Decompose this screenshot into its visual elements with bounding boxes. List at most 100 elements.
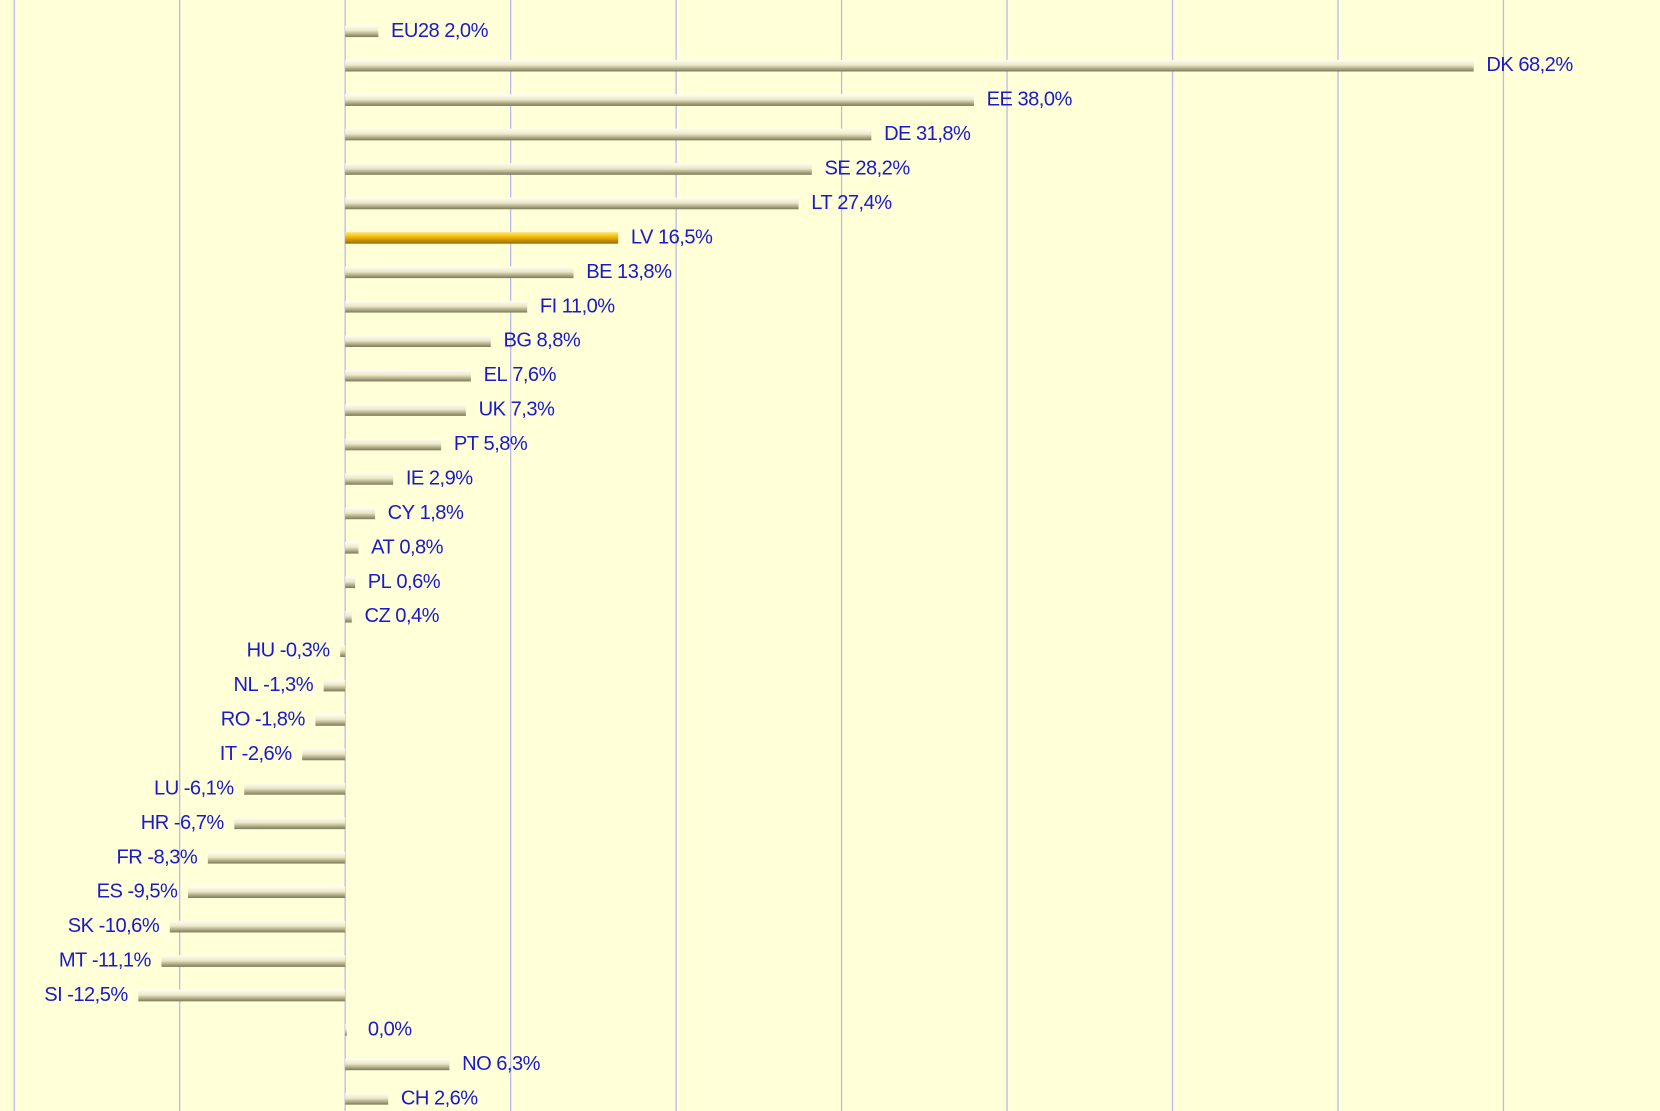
bar: [345, 1024, 347, 1036]
bar-label: FI 11,0%: [540, 296, 615, 318]
value-label: 0,8%: [399, 537, 443, 559]
bar: [315, 714, 346, 726]
value-label: 0,6%: [396, 571, 440, 593]
bar-label: NL -1,3%: [233, 674, 313, 696]
value-label: 16,5%: [658, 227, 713, 249]
category-label: PL: [368, 571, 392, 593]
bar: [345, 1058, 450, 1071]
bar-label: SK -10,6%: [68, 915, 160, 937]
bar-label: CY 1,8%: [388, 502, 464, 524]
value-label: 31,8%: [916, 123, 971, 145]
category-label: SE: [825, 158, 851, 180]
bar: [345, 232, 619, 244]
value-label: -10,6%: [99, 915, 160, 937]
value-label: 2,6%: [434, 1088, 478, 1110]
value-label: 11,0%: [562, 296, 616, 318]
bar: [345, 507, 375, 520]
value-label: 7,3%: [511, 399, 555, 421]
value-label: -9,5%: [128, 881, 179, 903]
category-label: NL: [233, 674, 258, 696]
bar: [345, 94, 974, 106]
bar-label: IT -2,6%: [220, 743, 292, 765]
bar: [345, 197, 799, 210]
bar: [323, 679, 346, 692]
category-label: DK: [1486, 55, 1514, 77]
value-label: -8,3%: [147, 847, 198, 869]
bar-label: DE 31,8%: [884, 123, 971, 145]
category-label: IT: [220, 743, 237, 765]
bar: [340, 645, 346, 657]
value-label: -12,5%: [67, 984, 128, 1006]
bar: [345, 128, 872, 141]
bar-label: 0,0%: [368, 1019, 412, 1041]
bar-label: HR -6,7%: [141, 812, 225, 834]
bar: [345, 59, 1474, 72]
value-label: -11,1%: [92, 950, 152, 972]
category-label: MT: [59, 950, 87, 972]
value-label: -0,3%: [280, 640, 331, 662]
category-label: CH: [401, 1088, 429, 1110]
bar-label: LT 27,4%: [811, 192, 892, 214]
bar-label: IE 2,9%: [406, 468, 473, 490]
value-label: 0,4%: [395, 606, 439, 628]
bar-label: PT 5,8%: [454, 433, 528, 455]
bar: [187, 886, 346, 899]
category-label: BG: [503, 330, 531, 352]
value-label: 6,3%: [496, 1053, 540, 1075]
category-label: HR: [141, 812, 169, 834]
bar-label: LV 16,5%: [631, 227, 713, 249]
category-label: LT: [811, 192, 832, 214]
value-label: 68,2%: [1518, 55, 1573, 77]
bar-label: DK 68,2%: [1486, 55, 1573, 77]
bar-label: PL 0,6%: [368, 571, 441, 593]
bar: [345, 610, 352, 623]
value-label: 28,2%: [855, 158, 910, 180]
bars: EU28 2,0%DK 68,2%EE 38,0%DE 31,8%SE 28,2…: [44, 20, 1574, 1110]
value-label: 2,0%: [444, 20, 488, 42]
bar-label: CZ 0,4%: [364, 606, 439, 628]
bar: [234, 817, 346, 830]
bar-label: SE 28,2%: [825, 158, 911, 180]
value-label: 27,4%: [837, 192, 892, 214]
category-label: BE: [586, 261, 612, 283]
bar: [244, 783, 346, 795]
bar: [161, 955, 346, 967]
bar-label: MT -11,1%: [59, 950, 152, 972]
bar: [345, 541, 359, 554]
bar: [345, 576, 356, 589]
bar: [345, 438, 442, 451]
category-label: RO: [221, 709, 250, 731]
bar: [138, 989, 346, 1002]
category-label: FI: [540, 296, 557, 318]
bar-label: FR -8,3%: [117, 847, 198, 869]
bar: [345, 1092, 389, 1105]
bar: [302, 748, 346, 761]
value-label: 13,8%: [617, 261, 672, 283]
category-label: LV: [631, 227, 654, 249]
bar: [345, 25, 379, 38]
category-label: EE: [987, 89, 1013, 111]
bar-label: UK 7,3%: [479, 399, 555, 421]
category-label: AT: [371, 537, 394, 559]
bar-label: BE 13,8%: [586, 261, 672, 283]
value-label: -6,7%: [174, 812, 225, 834]
bar: [207, 851, 346, 864]
bar: [345, 163, 812, 175]
value-label: 0,0%: [368, 1019, 412, 1041]
category-label: EU28: [391, 20, 440, 42]
value-label: 1,8%: [420, 502, 464, 524]
bar-label: SI -12,5%: [44, 984, 128, 1006]
bar: [345, 300, 528, 313]
value-label: 5,8%: [484, 433, 528, 455]
grid: [13, 0, 1505, 1111]
bar: [345, 335, 491, 348]
bar-label: EL 7,6%: [484, 364, 557, 386]
category-label: SI: [44, 984, 62, 1006]
category-label: IE: [406, 468, 424, 490]
category-label: CZ: [364, 606, 390, 628]
bar-label: AT 0,8%: [371, 537, 444, 559]
value-label: 8,8%: [537, 330, 581, 352]
category-label: PT: [454, 433, 479, 455]
bar-label: BG 8,8%: [503, 330, 580, 352]
